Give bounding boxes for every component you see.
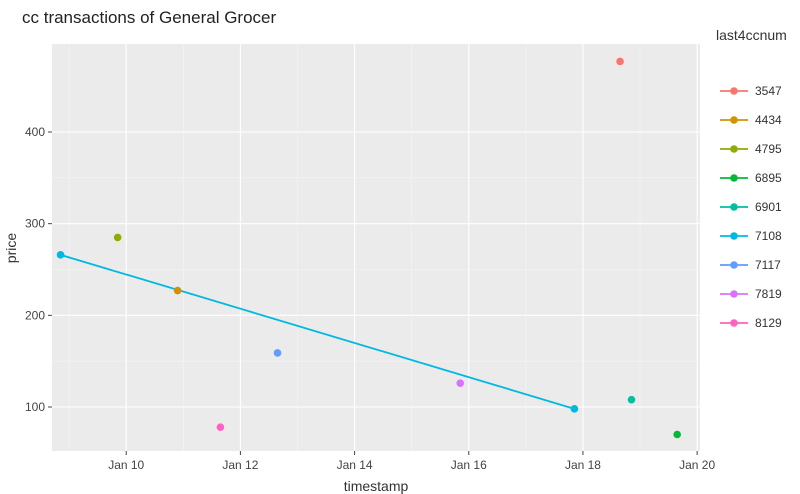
legend-marker-7117 bbox=[730, 261, 738, 269]
legend-label-6901: 6901 bbox=[755, 200, 782, 214]
y-tick-label: 200 bbox=[25, 308, 45, 322]
legend-label-7117: 7117 bbox=[755, 258, 781, 272]
data-point-6901 bbox=[627, 395, 636, 404]
legend-label-4434: 4434 bbox=[755, 113, 782, 127]
legend-marker-6901 bbox=[730, 203, 738, 211]
legend-label-8129: 8129 bbox=[755, 316, 782, 330]
data-point-4434 bbox=[173, 286, 182, 295]
legend-label-7819: 7819 bbox=[755, 287, 782, 301]
y-tick-label: 400 bbox=[25, 125, 45, 139]
legend-marker-4795 bbox=[730, 145, 738, 153]
y-axis-ticks: 100 200 300 400 bbox=[25, 125, 52, 414]
x-axis-ticks: Jan 10 Jan 12 Jan 14 Jan 16 Jan 18 Jan 20 bbox=[108, 451, 715, 472]
series-line-7108 bbox=[60, 253, 575, 410]
legend-title: last4ccnum bbox=[716, 27, 787, 43]
legend-label-4795: 4795 bbox=[755, 142, 782, 156]
legend-marker-4434 bbox=[730, 116, 738, 124]
x-tick-label: Jan 10 bbox=[108, 458, 144, 472]
x-tick-label: Jan 20 bbox=[679, 458, 715, 472]
data-point-7117 bbox=[273, 349, 282, 357]
y-axis-title: price bbox=[3, 233, 19, 264]
legend-marker-8129 bbox=[730, 319, 738, 327]
data-point-6895 bbox=[673, 430, 681, 439]
legend-marker-7819 bbox=[730, 290, 738, 298]
x-tick-label: Jan 12 bbox=[222, 458, 258, 472]
legend-label-7108: 7108 bbox=[755, 229, 782, 243]
grid-major bbox=[52, 44, 700, 451]
data-point-4795 bbox=[113, 233, 122, 242]
grid-minor bbox=[52, 44, 700, 451]
series-points bbox=[56, 57, 681, 439]
y-tick-label: 100 bbox=[25, 400, 45, 414]
x-tick-label: Jan 16 bbox=[451, 458, 487, 472]
data-point-8129 bbox=[216, 423, 225, 431]
legend: 3547 4434 4795 6895 6901 7108 7117 7819 8129 bbox=[720, 84, 782, 330]
data-point-7108 bbox=[56, 251, 65, 259]
data-point-7108 bbox=[570, 405, 579, 413]
chart-title: cc transactions of General Grocer bbox=[22, 8, 277, 27]
legend-label-6895: 6895 bbox=[755, 171, 782, 185]
x-tick-label: Jan 14 bbox=[337, 458, 373, 472]
legend-label-3547: 3547 bbox=[755, 84, 782, 98]
series-lines bbox=[60, 253, 575, 410]
x-tick-label: Jan 18 bbox=[565, 458, 601, 472]
x-axis-title: timestamp bbox=[344, 478, 409, 494]
y-tick-label: 300 bbox=[25, 217, 45, 231]
legend-marker-7108 bbox=[730, 232, 738, 240]
data-point-3547 bbox=[616, 57, 624, 66]
legend-marker-3547 bbox=[730, 87, 738, 95]
data-point-7819 bbox=[456, 379, 465, 387]
plot-background bbox=[52, 44, 700, 451]
legend-marker-6895 bbox=[730, 174, 738, 182]
